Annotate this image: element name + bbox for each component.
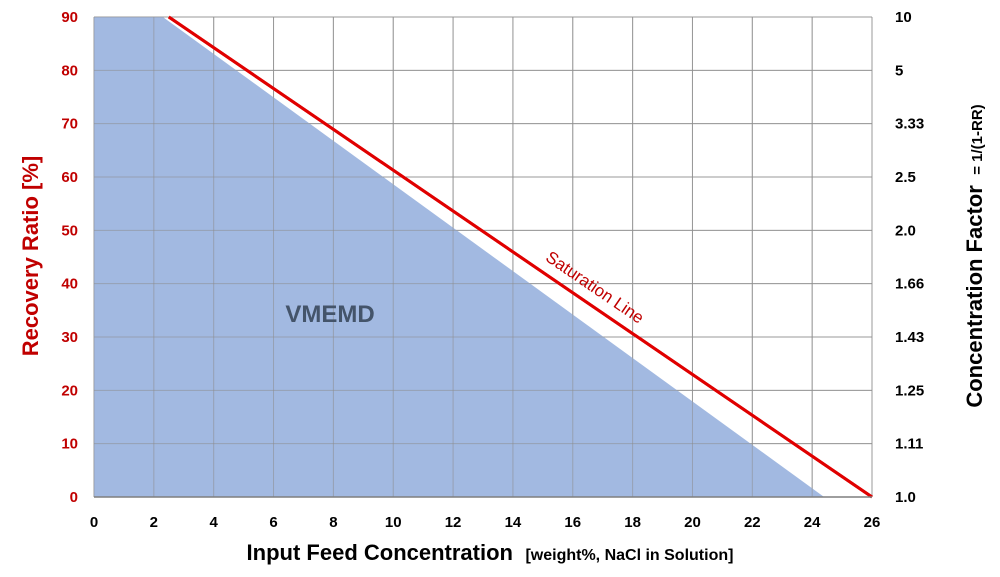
y-tick-label-30: 30	[61, 329, 78, 346]
y2-tick-label-0: 1.0	[895, 489, 916, 506]
y2-tick-label-70: 3.33	[895, 116, 924, 133]
x-tick-label-4: 4	[210, 514, 219, 531]
y2-axis-label-unit: = 1/(1-RR)	[969, 104, 986, 174]
x-tick-label-2: 2	[150, 514, 158, 531]
x-tick-label-8: 8	[329, 514, 337, 531]
x-tick-label-24: 24	[804, 514, 821, 531]
y-tick-label-20: 20	[61, 382, 78, 399]
y-tick-label-70: 70	[61, 116, 78, 133]
x-tick-label-10: 10	[385, 514, 402, 531]
x-tick-label-14: 14	[505, 514, 522, 531]
series-line-top-1	[167, 15, 873, 499]
x-tick-label-12: 12	[445, 514, 462, 531]
y-tick-label-80: 80	[61, 62, 78, 79]
y-tick-label-50: 50	[61, 222, 78, 239]
x-tick-label-16: 16	[564, 514, 581, 531]
y2-tick-label-80: 5	[895, 62, 903, 79]
x-tick-label-22: 22	[744, 514, 761, 531]
x-axis-label: Input Feed Concentration [weight%, NaCl …	[247, 540, 734, 565]
y-tick-label-60: 60	[61, 169, 78, 186]
series-area-0	[94, 17, 825, 497]
x-axis-label-main: Input Feed Concentration	[247, 540, 513, 565]
x-tick-label-6: 6	[269, 514, 277, 531]
y-axis-label: Recovery Ratio [%]	[18, 156, 43, 357]
x-tick-label-18: 18	[624, 514, 641, 531]
y2-axis-label: Concentration Factor = 1/(1-RR)	[962, 104, 987, 407]
axes: 0 2 4 6 8 10 12 14 16 18 20 22 24 2601020304050607080…	[61, 9, 924, 531]
y-tick-label-90: 90	[61, 9, 78, 26]
y2-tick-label-10: 1.11	[895, 436, 923, 453]
y2-tick-label-50: 2.0	[895, 222, 916, 239]
chart-series	[93, 15, 873, 499]
y2-tick-label-60: 2.5	[895, 169, 916, 186]
x-tick-label-26: 26	[864, 514, 881, 531]
y2-tick-label-20: 1.25	[895, 382, 924, 399]
series-label-vmemd: VMEMD	[285, 301, 374, 328]
y2-tick-label-90: 10	[895, 9, 912, 26]
x-tick-label-20: 20	[684, 514, 701, 531]
y2-axis-label-main: Concentration Factor	[962, 185, 987, 408]
x-tick-label-0: 0	[90, 514, 98, 531]
y2-tick-label-30: 1.43	[895, 329, 924, 346]
y2-tick-label-40: 1.66	[895, 276, 924, 293]
y-tick-label-10: 10	[61, 436, 78, 453]
x-axis-label-unit: [weight%, NaCl in Solution]	[525, 547, 733, 564]
y-tick-label-40: 40	[61, 276, 78, 293]
y-tick-label-0: 0	[70, 489, 78, 506]
